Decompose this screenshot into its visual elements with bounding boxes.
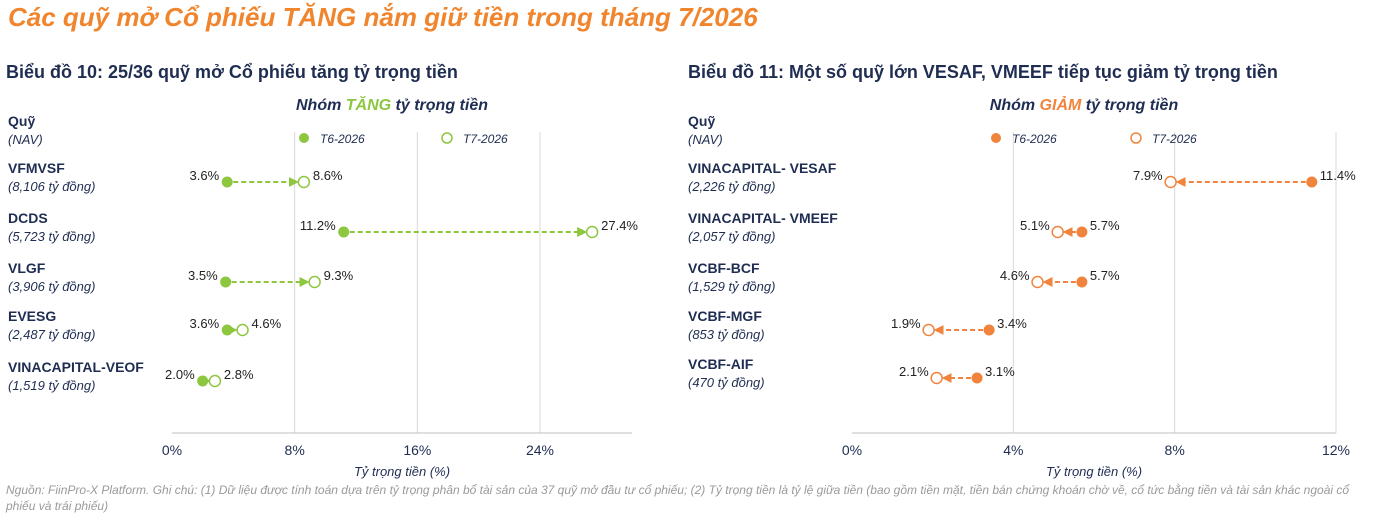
chart10-fund-name: VFMVSF — [8, 160, 65, 176]
chart10-point-t7 — [297, 175, 311, 189]
chart-11: 0% 4% 8% 12% Tỷ trọng tiền (%) Nhóm GIẢM tỷ t… — [688, 95, 1356, 479]
chart11-fund-nav: (470 tỷ đồng) — [688, 375, 765, 390]
chart-11-title: Biểu đồ 11: Một số quỹ lớn VESAF, VMEEF … — [688, 62, 1278, 82]
chart11-fund-name: VCBF-MGF — [688, 308, 762, 324]
chart10-point-t7 — [308, 275, 321, 289]
chart11-point-t7 — [930, 371, 943, 385]
chart10-tick-label: 16% — [403, 442, 431, 458]
chart11-fund-nav: (2,226 tỷ đồng) — [688, 179, 775, 194]
chart11-fund-name: VCBF-AIF — [688, 356, 754, 372]
chart11-point-t6 — [1076, 226, 1088, 238]
chart10-fund-name: VINACAPITAL-VEOF — [8, 359, 144, 375]
chart11-tick-label: 4% — [1003, 442, 1023, 458]
chart11-point-t7 — [922, 323, 935, 337]
chart10-label-t6: 3.6% — [190, 316, 220, 331]
chart11-label-t7: 1.9% — [891, 316, 921, 331]
chart10-label-t7: 27.4% — [601, 218, 638, 233]
chart10-label-t6: 2.0% — [165, 367, 195, 382]
source-note: Nguồn: FiinPro-X Platform. Ghi chú: (1) … — [6, 483, 1350, 513]
chart11-tick-label: 12% — [1322, 442, 1350, 458]
chart10-fund-nav: (5,723 tỷ đồng) — [8, 229, 95, 244]
chart10-label-t6: 3.5% — [188, 268, 218, 283]
chart10-tick-label: 24% — [526, 442, 554, 458]
chart11-point-t6 — [983, 324, 995, 336]
chart11-fund-header: Quỹ — [688, 113, 715, 129]
chart11-point-t6 — [1076, 276, 1088, 288]
chart11-point-t7 — [1164, 175, 1177, 189]
chart10-fund-nav: (3,906 tỷ đồng) — [8, 279, 95, 294]
chart11-fund-nav: (1,529 tỷ đồng) — [688, 279, 775, 294]
chart10-label-t7: 9.3% — [324, 268, 354, 283]
chart10-fund-name: VLGF — [8, 260, 46, 276]
chart11-label-t6: 5.7% — [1090, 268, 1120, 283]
chart11-label-t7: 2.1% — [899, 364, 929, 379]
chart11-label-t6: 3.4% — [997, 316, 1027, 331]
chart11-fund-header-sub: (NAV) — [688, 132, 723, 147]
chart11-legend-label-t6: T6-2026 — [1012, 132, 1057, 146]
chart11-label-t7: 7.9% — [1133, 168, 1163, 183]
chart11-point-t6 — [971, 372, 983, 384]
chart10-point-t6 — [338, 226, 350, 238]
chart10-point-t6 — [220, 276, 232, 288]
chart10-point-t6 — [221, 176, 233, 188]
chart11-point-t7 — [1031, 275, 1044, 289]
chart11-label-t7: 5.1% — [1020, 218, 1050, 233]
chart11-x-axis-label: Tỷ trọng tiền (%) — [1046, 464, 1142, 479]
chart11-label-t6: 11.4% — [1320, 168, 1356, 183]
chart11-point-t6 — [1306, 176, 1318, 188]
chart10-legend-label-t7: T7-2026 — [463, 132, 508, 146]
chart11-tick-label: 8% — [1165, 442, 1185, 458]
chart11-tick-label: 0% — [842, 442, 862, 458]
page-title: Các quỹ mở Cổ phiếu TĂNG nắm giữ tiền tr… — [8, 2, 758, 32]
chart10-point-t6 — [197, 375, 209, 387]
chart10-label-t7: 4.6% — [252, 316, 282, 331]
chart11-fund-name: VINACAPITAL- VMEEF — [688, 210, 838, 226]
chart11-fund-nav: (853 tỷ đồng) — [688, 327, 765, 342]
chart10-label-t6: 3.6% — [190, 168, 220, 183]
chart11-label-t6: 5.7% — [1090, 218, 1120, 233]
chart-10: 0% 8% 16% 24% Tỷ trọng tiền (%) Nhóm TĂNG tỷ … — [8, 95, 638, 479]
chart10-legend-label-t6: T6-2026 — [320, 132, 365, 146]
chart10-legend-marker-t6 — [299, 133, 309, 143]
chart10-label-t7: 2.8% — [224, 367, 254, 382]
chart11-fund-nav: (2,057 tỷ đồng) — [688, 229, 775, 244]
chart10-fund-header: Quỹ — [8, 113, 35, 129]
chart10-point-t6 — [221, 324, 233, 336]
chart10-fund-nav: (1,519 tỷ đồng) — [8, 378, 95, 393]
chart10-group-title: Nhóm TĂNG tỷ trọng tiền — [296, 95, 488, 114]
chart10-legend-marker-t7 — [441, 132, 453, 144]
chart11-label-t6: 3.1% — [985, 364, 1015, 379]
chart10-point-t7 — [236, 323, 249, 337]
chart10-label-t6: 11.2% — [300, 218, 336, 233]
chart11-label-t7: 4.6% — [1000, 268, 1030, 283]
chart10-tick-label: 8% — [285, 442, 305, 458]
chart-10-title: Biểu đồ 10: 25/36 quỹ mở Cổ phiếu tăng t… — [6, 62, 458, 82]
chart11-legend-label-t7: T7-2026 — [1152, 132, 1197, 146]
chart10-fund-name: DCDS — [8, 210, 48, 226]
chart11-fund-name: VCBF-BCF — [688, 260, 760, 276]
chart10-fund-nav: (2,487 tỷ đồng) — [8, 327, 95, 342]
chart10-fund-nav: (8,106 tỷ đồng) — [8, 179, 95, 194]
chart11-legend-marker-t6 — [991, 133, 1001, 143]
chart10-point-t7 — [208, 374, 222, 388]
chart10-x-axis-label: Tỷ trọng tiền (%) — [354, 464, 450, 479]
chart11-legend-marker-t7 — [1130, 132, 1142, 144]
chart10-fund-header-sub: (NAV) — [8, 132, 43, 147]
chart10-point-t7 — [585, 225, 599, 239]
chart11-group-title: Nhóm GIẢM tỷ trọng tiền — [990, 95, 1179, 114]
chart11-point-t7 — [1051, 225, 1064, 239]
chart10-fund-name: EVESG — [8, 308, 56, 324]
chart11-fund-name: VINACAPITAL- VESAF — [688, 160, 837, 176]
chart10-tick-label: 0% — [162, 442, 182, 458]
chart10-label-t7: 8.6% — [313, 168, 343, 183]
